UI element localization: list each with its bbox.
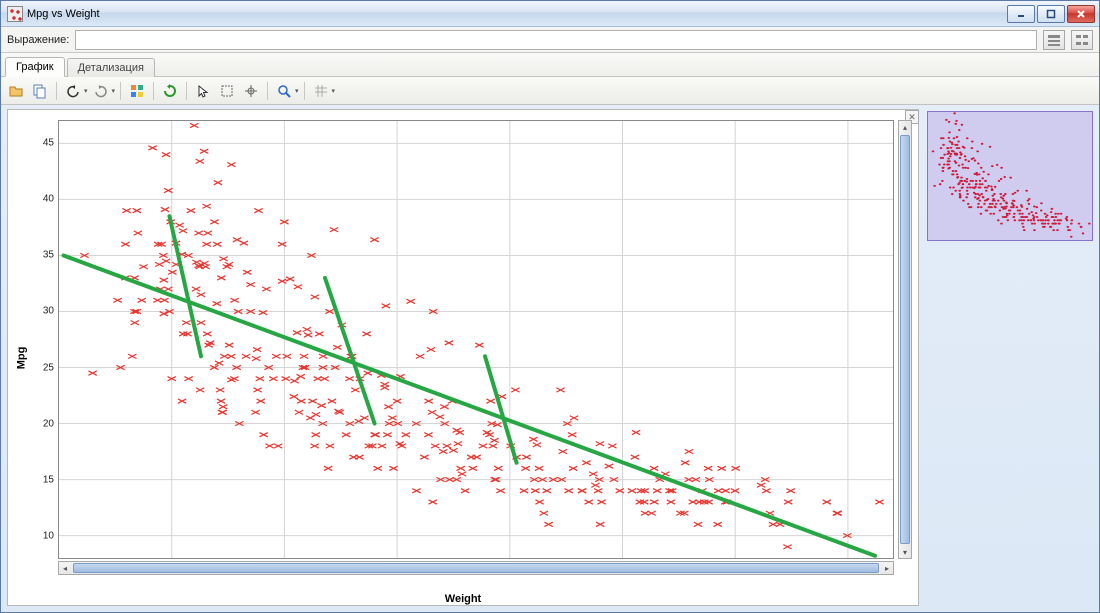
tab-detail[interactable]: Детализация xyxy=(67,58,155,77)
y-tick-label: 45 xyxy=(22,137,54,148)
redo-button[interactable] xyxy=(90,80,112,102)
crosshair-button[interactable] xyxy=(240,80,262,102)
select-rect-button[interactable] xyxy=(216,80,238,102)
pointer-button[interactable] xyxy=(192,80,214,102)
y-tick-label: 20 xyxy=(22,418,54,429)
tab-graph[interactable]: График xyxy=(5,57,65,77)
undo-button[interactable] xyxy=(62,80,84,102)
undo-dropdown[interactable]: ▾ xyxy=(84,87,88,95)
expression-input[interactable] xyxy=(75,30,1037,50)
zoom-button[interactable] xyxy=(273,80,295,102)
expression-label: Выражение: xyxy=(7,34,69,46)
y-tick-label: 25 xyxy=(22,362,54,373)
tab-strip: График Детализация xyxy=(1,53,1099,77)
expression-bar: Выражение: xyxy=(1,27,1099,53)
chart-panel: ✕ Mpg Weight 1015202530354045 2 0002 500… xyxy=(7,109,919,606)
close-button[interactable] xyxy=(1067,5,1095,23)
scatter-plot xyxy=(59,121,893,558)
window-title: Mpg vs Weight xyxy=(27,8,1007,20)
overview-scatter xyxy=(928,112,1092,240)
expr-tool2-button[interactable] xyxy=(1071,30,1093,50)
zoom-dropdown[interactable]: ▾ xyxy=(295,87,299,95)
grid-dropdown[interactable]: ▾ xyxy=(332,87,336,95)
overview-chart[interactable] xyxy=(927,111,1093,241)
overview-panel xyxy=(927,109,1093,606)
app-icon xyxy=(7,6,23,22)
app-window: Mpg vs Weight Выражение: График Детализа… xyxy=(0,0,1100,613)
y-tick-label: 10 xyxy=(22,531,54,542)
copy-button[interactable] xyxy=(29,80,51,102)
content-area: ✕ Mpg Weight 1015202530354045 2 0002 500… xyxy=(1,105,1099,612)
grid-button[interactable] xyxy=(310,80,332,102)
expr-tool1-button[interactable] xyxy=(1043,30,1065,50)
vertical-scrollbar[interactable]: ▴ ▾ xyxy=(898,120,912,559)
horizontal-scrollbar[interactable]: ◂ ▸ xyxy=(58,561,894,575)
y-tick-label: 35 xyxy=(22,250,54,261)
titlebar: Mpg vs Weight xyxy=(1,1,1099,27)
refresh-button[interactable] xyxy=(159,80,181,102)
plot-area[interactable] xyxy=(58,120,894,559)
minimize-button[interactable] xyxy=(1007,5,1035,23)
open-button[interactable] xyxy=(5,80,27,102)
x-axis-label: Weight xyxy=(445,593,481,605)
y-tick-label: 30 xyxy=(22,306,54,317)
y-tick-label: 15 xyxy=(22,475,54,486)
redo-dropdown[interactable]: ▾ xyxy=(112,87,116,95)
toolbar: ▾ ▾ ▾ ▾ xyxy=(1,77,1099,105)
chart-body: Mpg Weight 1015202530354045 2 0002 5003 … xyxy=(8,110,918,605)
y-tick-label: 40 xyxy=(22,193,54,204)
maximize-button[interactable] xyxy=(1037,5,1065,23)
palette-button[interactable] xyxy=(126,80,148,102)
